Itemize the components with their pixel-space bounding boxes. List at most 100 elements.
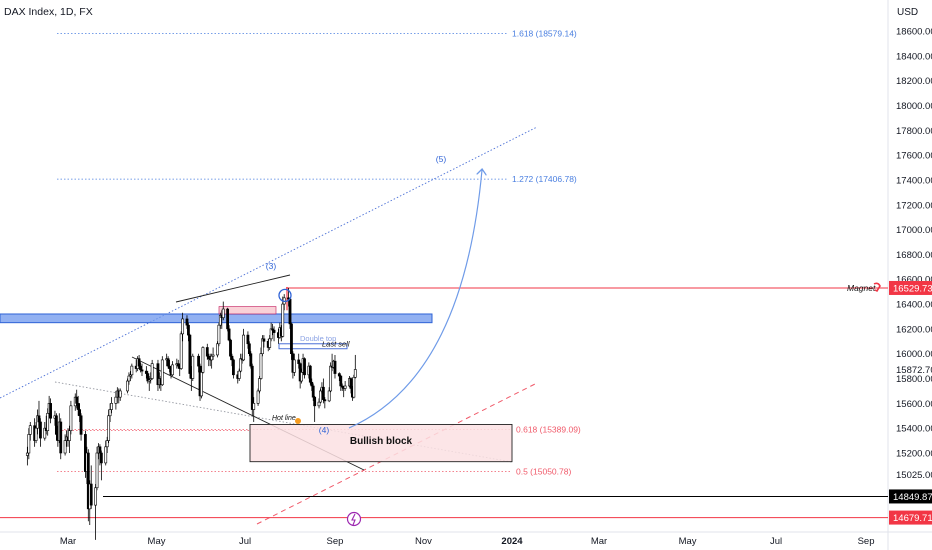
currency-button[interactable] [889, 3, 931, 21]
y-tick-label: 16200.00 [896, 324, 932, 335]
candle-down-body [339, 375, 343, 387]
candle-up-body [171, 364, 174, 376]
y-tick-label: 17000.00 [896, 225, 932, 236]
candle-down-body [310, 381, 314, 387]
candle-down-body [39, 421, 42, 439]
candlestick-series [25, 287, 357, 540]
currency-label: USD [897, 7, 918, 18]
channel-upper-line[interactable] [0, 126, 538, 399]
x-tick-label: Jul [770, 536, 782, 547]
candle-down-body [247, 343, 251, 355]
y-tick-label: 15025.00 [896, 470, 932, 481]
candle-up-body [353, 369, 357, 378]
x-tick-label: May [148, 536, 166, 547]
last-sell-label: Last sell [322, 340, 350, 349]
candle-up-body [259, 353, 263, 379]
lightning-icon [351, 513, 356, 526]
x-tick-label: 2024 [501, 536, 523, 547]
candle-up-body [221, 308, 225, 319]
price-badge-label: 16529.73 [893, 283, 932, 294]
double-top-zone[interactable] [218, 306, 277, 315]
candle-up-body [201, 347, 205, 373]
price-axis[interactable]: 18600.00 18400.00 18200.00 18000.00 17800.00… [896, 27, 932, 482]
candle-down-body [166, 358, 170, 367]
candle-down-body [185, 318, 189, 326]
wave-5-label: (5) [436, 154, 447, 164]
candle-up-body [343, 385, 347, 389]
projection-arrow[interactable] [348, 170, 482, 429]
last-sell-box[interactable] [278, 343, 348, 350]
candle-up-body [268, 338, 272, 348]
wave-4-label: (4) [319, 425, 330, 435]
wedge-upper-line[interactable] [175, 274, 291, 303]
candle-down-body [288, 298, 292, 325]
candle-down-body [321, 386, 325, 400]
x-tick-label: Sep [327, 536, 344, 547]
y-tick-label: 17200.00 [896, 200, 932, 211]
x-tick-label: Sep [858, 536, 875, 547]
candle-down-body [37, 415, 41, 423]
candle-down-body [137, 358, 141, 367]
y-tick-label: 16800.00 [896, 250, 932, 261]
candle-up-body [150, 363, 154, 379]
candle-up-body [69, 405, 73, 431]
candle-down-body [207, 355, 211, 359]
drawings-layer[interactable] [0, 126, 888, 525]
double-top-label: Double top [300, 334, 336, 343]
candle-down-body [262, 338, 266, 342]
fire-icon [295, 418, 301, 424]
candle-up-body [242, 334, 245, 361]
fib-level-label: 0.5 (15050.78) [516, 467, 571, 477]
y-tick-label: 17400.00 [896, 175, 932, 186]
resistance-zone[interactable] [0, 313, 433, 324]
symbol-title[interactable]: DAX Index, 1D, FX [4, 6, 93, 18]
candle-up-body [118, 390, 122, 398]
magnet-label: Magnet [847, 283, 876, 293]
candle-up-body [281, 303, 285, 337]
candle-up-body [256, 390, 260, 404]
candle-up-body [160, 359, 164, 386]
candle-up-body [217, 324, 221, 345]
candle-up-body [317, 401, 321, 407]
candle-up-body [126, 380, 129, 392]
candle-down-body [197, 355, 200, 367]
candle-up-body [95, 452, 99, 489]
candle-up-body [34, 427, 38, 441]
candle-down-body [98, 446, 102, 454]
candle-down-body [49, 403, 52, 419]
candle-down-body [176, 363, 180, 367]
time-axis[interactable]: Mar May Jul Sep Nov 2024 Mar May Jul Sep [60, 536, 875, 547]
candle-up-body [179, 333, 183, 369]
candle-down-body [308, 365, 312, 383]
descending-dotted-line[interactable] [54, 381, 513, 463]
candle-down-body [323, 399, 327, 402]
candle-down-body [79, 415, 83, 435]
candle-down-body [226, 308, 230, 330]
candle-down-body [187, 324, 190, 336]
candle-down-body [249, 353, 253, 367]
candle-up-body [319, 390, 322, 403]
fib-levels: 1.618 (18579.14) 1.272 (17406.78) 0.618 (1… [57, 29, 581, 477]
candle-up-body [216, 343, 219, 356]
y-tick-label: 15800.00 [896, 374, 932, 385]
bullish-block-zone[interactable] [249, 424, 513, 463]
y-tick-label: 15872.70 [896, 365, 932, 376]
candle-up-body [327, 390, 331, 402]
price-badges: 16529.73 14849.87 14679.71 [889, 280, 932, 525]
candle-down-body [250, 365, 254, 410]
x-tick-label: Mar [591, 536, 607, 547]
candle-down-body [168, 365, 171, 369]
y-tick-label: 16400.00 [896, 300, 932, 311]
x-tick-label: May [679, 536, 697, 547]
candle-down-body [59, 421, 63, 454]
candle-down-body [99, 452, 103, 464]
candle-down-body [89, 483, 93, 506]
candle-down-body [297, 359, 301, 364]
candle-up-body [258, 378, 261, 392]
candle-up-body [25, 452, 29, 456]
event-marker-circle[interactable] [346, 511, 362, 527]
fib-level-label: 0.618 (15389.09) [516, 425, 581, 435]
price-badge [889, 280, 932, 295]
candle-up-body [211, 354, 215, 357]
